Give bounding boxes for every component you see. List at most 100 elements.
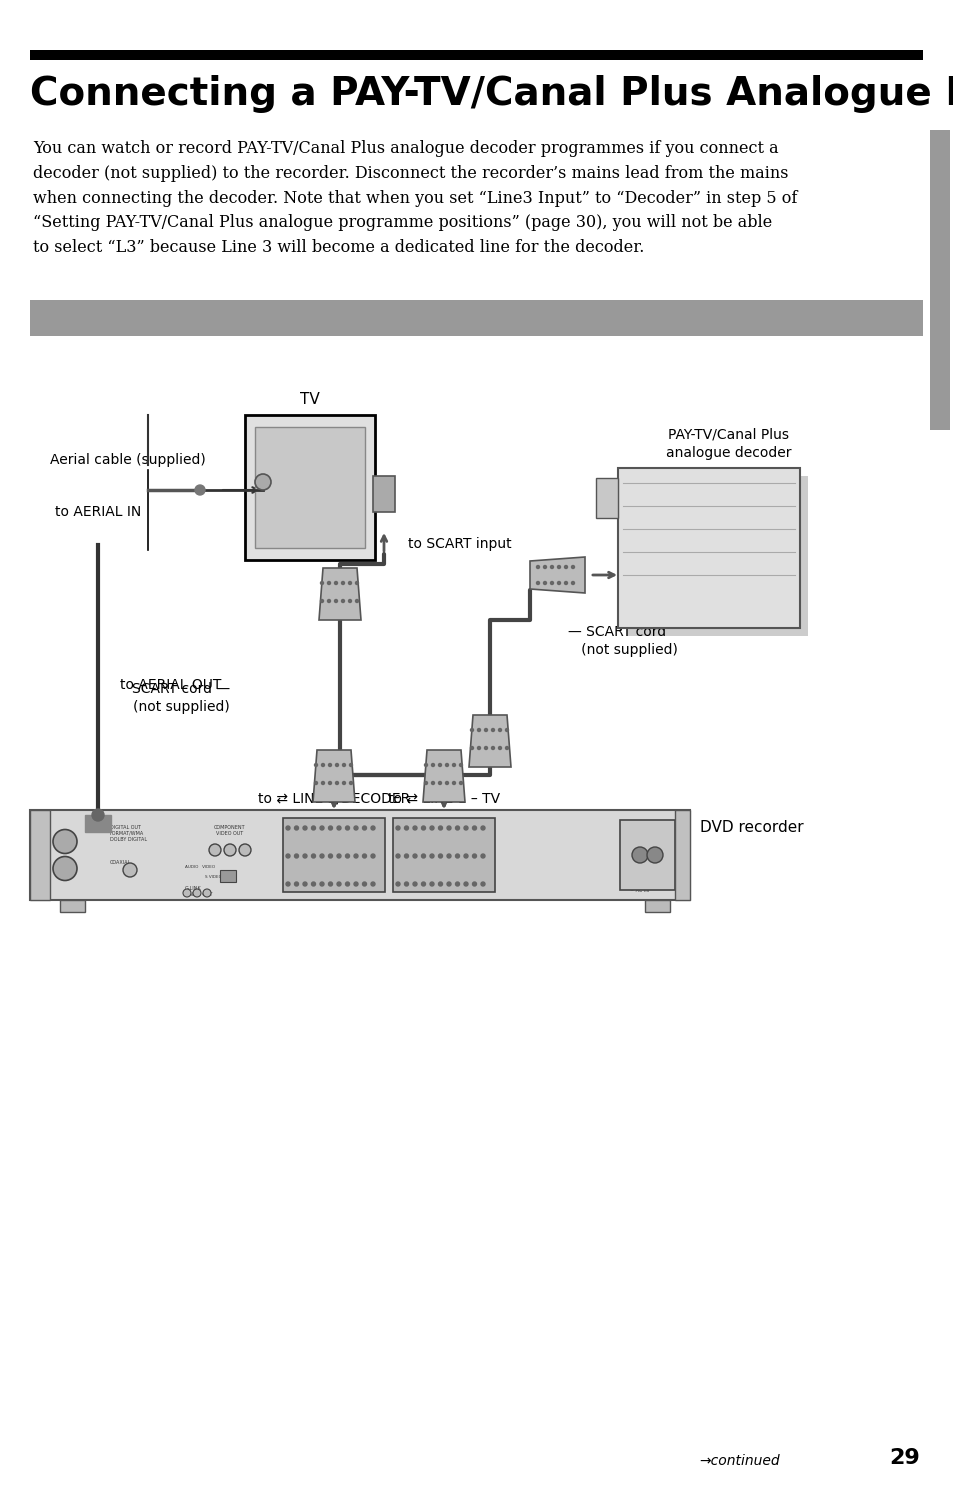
Circle shape xyxy=(321,782,324,785)
Circle shape xyxy=(480,883,484,886)
Circle shape xyxy=(321,764,324,767)
Circle shape xyxy=(303,826,307,831)
Circle shape xyxy=(447,854,451,857)
Circle shape xyxy=(348,581,351,584)
Circle shape xyxy=(203,889,211,898)
Circle shape xyxy=(438,782,441,785)
Circle shape xyxy=(362,854,366,857)
Circle shape xyxy=(335,782,338,785)
Circle shape xyxy=(286,826,290,831)
Bar xyxy=(619,820,675,890)
Circle shape xyxy=(348,599,351,602)
Bar xyxy=(30,810,689,901)
Circle shape xyxy=(193,889,201,898)
Circle shape xyxy=(328,883,333,886)
Circle shape xyxy=(341,599,344,602)
Circle shape xyxy=(404,883,408,886)
Text: G-LINK: G-LINK xyxy=(185,886,201,892)
Circle shape xyxy=(53,829,77,853)
Circle shape xyxy=(327,599,330,602)
Circle shape xyxy=(445,782,448,785)
Circle shape xyxy=(319,883,324,886)
Circle shape xyxy=(431,782,434,785)
Bar xyxy=(373,476,395,513)
Circle shape xyxy=(484,746,487,749)
Circle shape xyxy=(477,746,480,749)
Circle shape xyxy=(362,883,366,886)
Circle shape xyxy=(424,764,427,767)
Circle shape xyxy=(557,566,560,569)
Circle shape xyxy=(452,764,455,767)
Circle shape xyxy=(345,883,349,886)
Circle shape xyxy=(424,782,427,785)
Circle shape xyxy=(354,826,357,831)
Circle shape xyxy=(505,746,508,749)
Circle shape xyxy=(631,847,647,863)
Circle shape xyxy=(430,883,434,886)
Circle shape xyxy=(459,764,462,767)
Circle shape xyxy=(286,883,290,886)
Circle shape xyxy=(294,883,298,886)
Circle shape xyxy=(480,826,484,831)
Circle shape xyxy=(224,844,235,856)
Circle shape xyxy=(455,854,459,857)
Circle shape xyxy=(543,566,546,569)
Circle shape xyxy=(239,844,251,856)
Circle shape xyxy=(447,883,451,886)
Bar xyxy=(30,300,923,336)
Text: LINE 1
-
TV: LINE 1 - TV xyxy=(395,825,407,837)
Bar xyxy=(30,810,50,901)
Circle shape xyxy=(371,854,375,857)
Circle shape xyxy=(470,746,473,749)
Text: COMPONENT
VIDEO OUT: COMPONENT VIDEO OUT xyxy=(214,825,246,835)
Circle shape xyxy=(335,764,338,767)
Circle shape xyxy=(345,854,349,857)
Circle shape xyxy=(312,883,315,886)
Text: LINE 2 OUT: LINE 2 OUT xyxy=(185,892,213,898)
Circle shape xyxy=(404,826,408,831)
Circle shape xyxy=(491,746,494,749)
Polygon shape xyxy=(313,750,355,802)
Circle shape xyxy=(395,854,399,857)
Text: Aerial cable (supplied): Aerial cable (supplied) xyxy=(50,453,206,467)
Bar xyxy=(596,478,618,519)
Circle shape xyxy=(557,581,560,584)
Circle shape xyxy=(404,854,408,857)
Circle shape xyxy=(91,808,104,820)
Circle shape xyxy=(536,581,539,584)
Circle shape xyxy=(421,826,425,831)
Circle shape xyxy=(564,566,567,569)
Circle shape xyxy=(319,826,324,831)
Text: to SCART input: to SCART input xyxy=(408,536,511,551)
Circle shape xyxy=(209,844,221,856)
Circle shape xyxy=(413,854,416,857)
Text: PAY-TV/Canal Plus
analogue decoder: PAY-TV/Canal Plus analogue decoder xyxy=(665,428,791,461)
Circle shape xyxy=(303,883,307,886)
Circle shape xyxy=(319,854,324,857)
Text: DIGITAL OUT
FORMAT/WMA
DOLBY DIGITAL: DIGITAL OUT FORMAT/WMA DOLBY DIGITAL xyxy=(110,825,147,841)
Circle shape xyxy=(320,581,323,584)
Circle shape xyxy=(438,883,442,886)
Circle shape xyxy=(335,599,337,602)
Text: DVD recorder: DVD recorder xyxy=(700,820,802,835)
Polygon shape xyxy=(318,568,360,620)
Circle shape xyxy=(447,826,451,831)
Text: to AERIAL OUT: to AERIAL OUT xyxy=(120,678,221,692)
Circle shape xyxy=(183,889,191,898)
Circle shape xyxy=(328,782,331,785)
Circle shape xyxy=(421,883,425,886)
Circle shape xyxy=(438,826,442,831)
Circle shape xyxy=(355,581,358,584)
Text: SCART cord —
(not supplied): SCART cord — (not supplied) xyxy=(132,682,230,715)
Text: to ⇄ LINE 3/DECODER: to ⇄ LINE 3/DECODER xyxy=(257,791,410,805)
Circle shape xyxy=(470,728,473,731)
Text: LINE
3/
DECO: LINE 3/ DECO xyxy=(285,825,296,837)
Circle shape xyxy=(336,854,340,857)
Bar xyxy=(283,817,385,892)
Bar xyxy=(618,468,800,629)
Circle shape xyxy=(328,854,333,857)
Circle shape xyxy=(480,854,484,857)
Circle shape xyxy=(498,728,501,731)
Bar xyxy=(220,869,235,883)
Circle shape xyxy=(477,728,480,731)
